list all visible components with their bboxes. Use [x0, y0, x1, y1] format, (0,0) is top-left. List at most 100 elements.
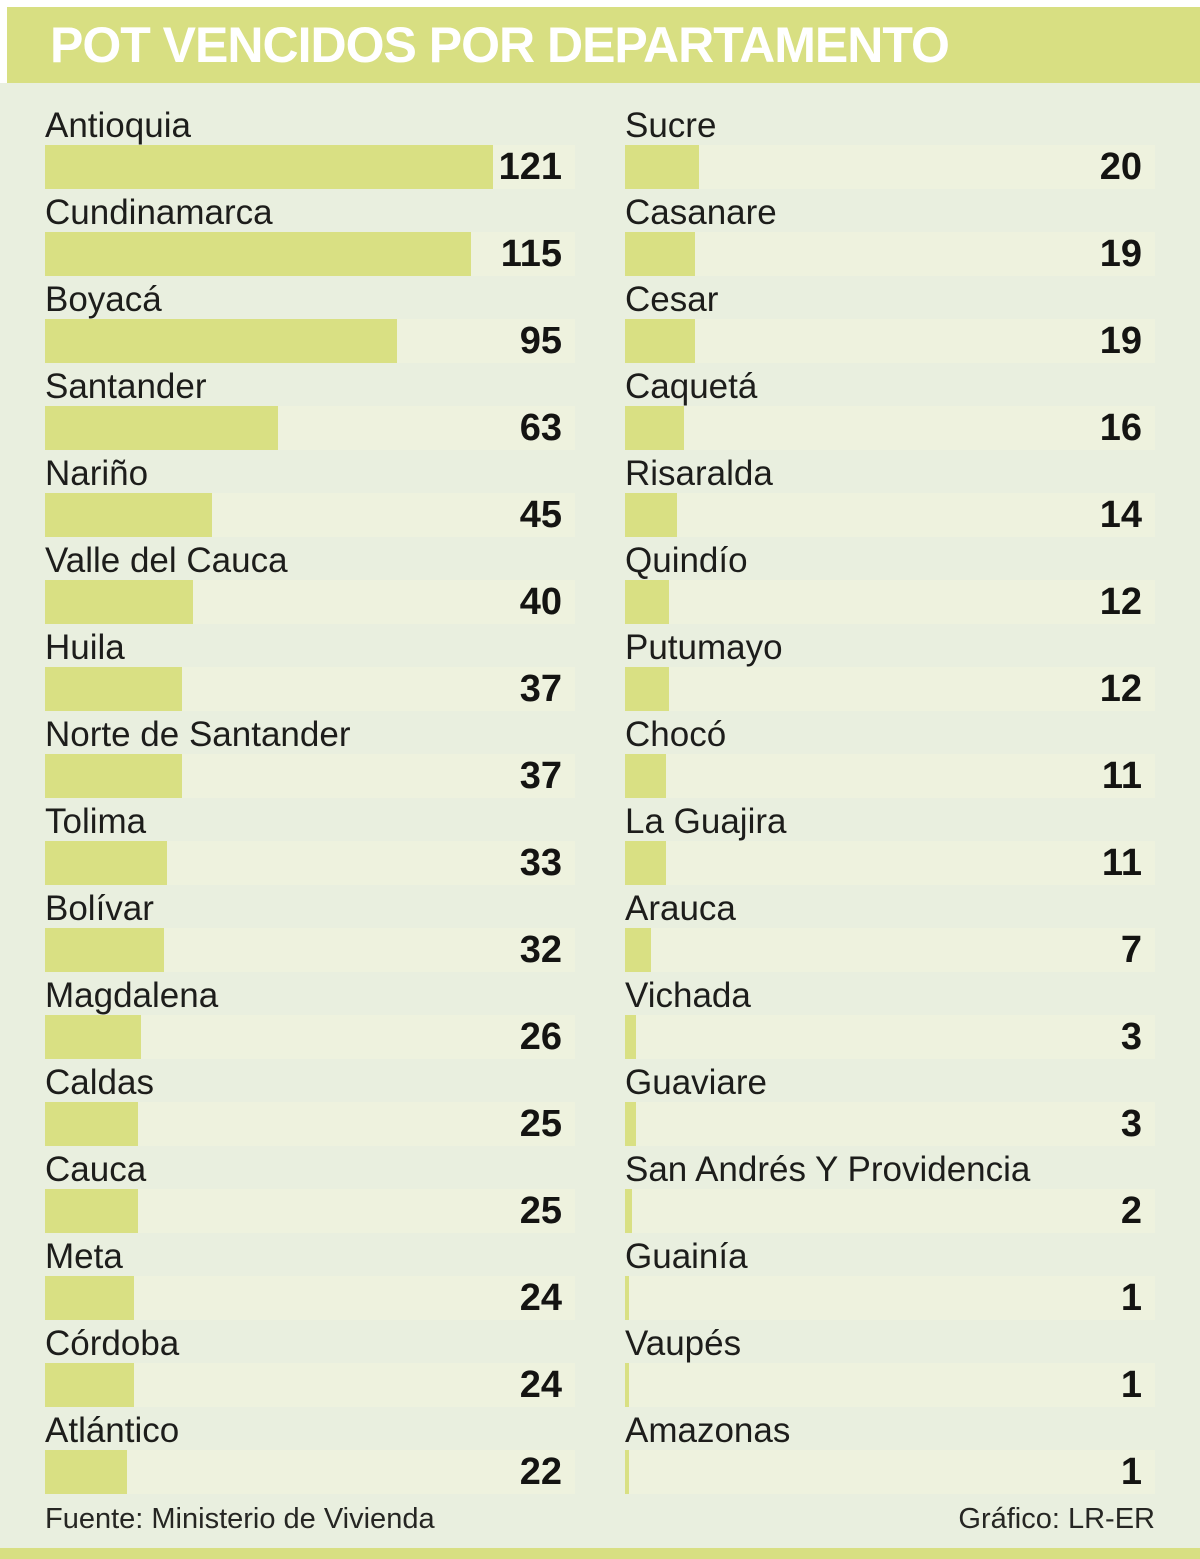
- bar-row: San Andrés Y Providencia 2: [625, 1150, 1155, 1233]
- bar-row: Norte de Santander 37: [45, 715, 575, 798]
- bar-value: 11: [1101, 842, 1142, 884]
- bar-track: 37: [45, 667, 575, 711]
- bar-label: Boyacá: [45, 280, 162, 319]
- page-title: POT VENCIDOS POR DEPARTAMENTO: [50, 17, 950, 73]
- bar-fill: [625, 1450, 629, 1494]
- bar-row: Santander 63: [45, 367, 575, 450]
- bar-label: Norte de Santander: [45, 715, 351, 754]
- bar-row: Cundinamarca 115: [45, 193, 575, 276]
- bar-track: 12: [625, 580, 1155, 624]
- bar-fill: [45, 406, 279, 450]
- bar-track: 3: [625, 1102, 1155, 1146]
- bar-track: 63: [45, 406, 575, 450]
- bar-label: Tolima: [45, 802, 147, 841]
- bar-value: 12: [1099, 581, 1142, 623]
- header: POT VENCIDOS POR DEPARTAMENTO: [0, 0, 1200, 83]
- bar-track: 1: [625, 1276, 1155, 1320]
- bar-value: 40: [519, 581, 562, 623]
- bar-value: 25: [519, 1190, 562, 1232]
- bar-row: Cesar 19: [625, 280, 1155, 363]
- header-band: POT VENCIDOS POR DEPARTAMENTO: [7, 7, 1200, 83]
- bar-row: Atlántico 22: [45, 1411, 575, 1494]
- bar-value: 12: [1099, 668, 1142, 710]
- bar-track: 26: [45, 1015, 575, 1059]
- bar-track: 2: [625, 1189, 1155, 1233]
- bar-fill: [625, 754, 666, 798]
- bar-label: Córdoba: [45, 1324, 180, 1363]
- bar-label: Nariño: [45, 454, 149, 493]
- bar-fill: [625, 1189, 633, 1233]
- bar-label: Meta: [45, 1237, 123, 1276]
- bar-label: Casanare: [625, 193, 777, 232]
- bar-row: Vichada 3: [625, 976, 1155, 1059]
- chart-column-left: Antioquia 121 Cundinamarca 115 Boyacá 95…: [45, 106, 575, 1498]
- bar-value: 24: [519, 1364, 562, 1406]
- bar-fill: [45, 754, 183, 798]
- bar-value: 19: [1099, 320, 1142, 362]
- bar-label: Risaralda: [625, 454, 773, 493]
- bar-label: Magdalena: [45, 976, 219, 1015]
- bar-row: Chocó 11: [625, 715, 1155, 798]
- bottom-band: [0, 1548, 1200, 1559]
- bar-track: 22: [45, 1450, 575, 1494]
- bar-fill: [625, 1102, 637, 1146]
- bar-fill: [625, 232, 696, 276]
- bar-row: Caldas 25: [45, 1063, 575, 1146]
- bar-label: Caquetá: [625, 367, 758, 406]
- bar-value: 63: [519, 407, 562, 449]
- bar-track: 19: [625, 319, 1155, 363]
- bar-fill: [625, 1276, 629, 1320]
- bar-chart: Antioquia 121 Cundinamarca 115 Boyacá 95…: [0, 83, 1200, 1498]
- bar-label: Valle del Cauca: [45, 541, 288, 580]
- bar-row: Bolívar 32: [45, 889, 575, 972]
- bar-label: Santander: [45, 367, 207, 406]
- bar-fill: [625, 928, 651, 972]
- bar-value: 45: [519, 494, 562, 536]
- bar-value: 26: [519, 1016, 562, 1058]
- bar-value: 95: [519, 320, 562, 362]
- bar-track: 11: [625, 841, 1155, 885]
- bar-value: 37: [519, 668, 562, 710]
- bar-fill: [45, 232, 472, 276]
- bar-fill: [625, 406, 685, 450]
- bar-label: Vaupés: [625, 1324, 742, 1363]
- bar-row: Valle del Cauca 40: [45, 541, 575, 624]
- bar-label: Cesar: [625, 280, 719, 319]
- bar-row: Nariño 45: [45, 454, 575, 537]
- bar-value: 24: [519, 1277, 562, 1319]
- bar-row: Putumayo 12: [625, 628, 1155, 711]
- bar-value: 1: [1120, 1364, 1142, 1406]
- bar-value: 25: [519, 1103, 562, 1145]
- source-note: Fuente: Ministerio de Vivienda: [45, 1503, 435, 1535]
- bar-value: 1: [1120, 1451, 1142, 1493]
- credit-note: Gráfico: LR-ER: [958, 1503, 1155, 1535]
- bar-label: Caldas: [45, 1063, 154, 1102]
- bar-fill: [45, 1276, 134, 1320]
- bar-fill: [45, 1189, 138, 1233]
- bar-row: Tolima 33: [45, 802, 575, 885]
- bar-fill: [45, 493, 212, 537]
- bar-track: 40: [45, 580, 575, 624]
- bar-row: Risaralda 14: [625, 454, 1155, 537]
- bar-track: 14: [625, 493, 1155, 537]
- bar-track: 24: [45, 1276, 575, 1320]
- bar-row: Caquetá 16: [625, 367, 1155, 450]
- bar-value: 33: [519, 842, 562, 884]
- bar-track: 11: [625, 754, 1155, 798]
- bar-value: 11: [1101, 755, 1142, 797]
- bar-row: Sucre 20: [625, 106, 1155, 189]
- bar-row: Guaviare 3: [625, 1063, 1155, 1146]
- bar-label: Amazonas: [625, 1411, 791, 1450]
- bar-fill: [45, 1015, 142, 1059]
- bar-row: Arauca 7: [625, 889, 1155, 972]
- bar-fill: [625, 841, 666, 885]
- bar-fill: [625, 493, 677, 537]
- bar-label: Putumayo: [625, 628, 783, 667]
- bar-label: Cauca: [45, 1150, 147, 1189]
- bar-fill: [45, 145, 494, 189]
- bar-fill: [45, 841, 168, 885]
- bar-fill: [45, 319, 398, 363]
- bar-value: 1: [1120, 1277, 1142, 1319]
- bar-track: 19: [625, 232, 1155, 276]
- bar-row: Quindío 12: [625, 541, 1155, 624]
